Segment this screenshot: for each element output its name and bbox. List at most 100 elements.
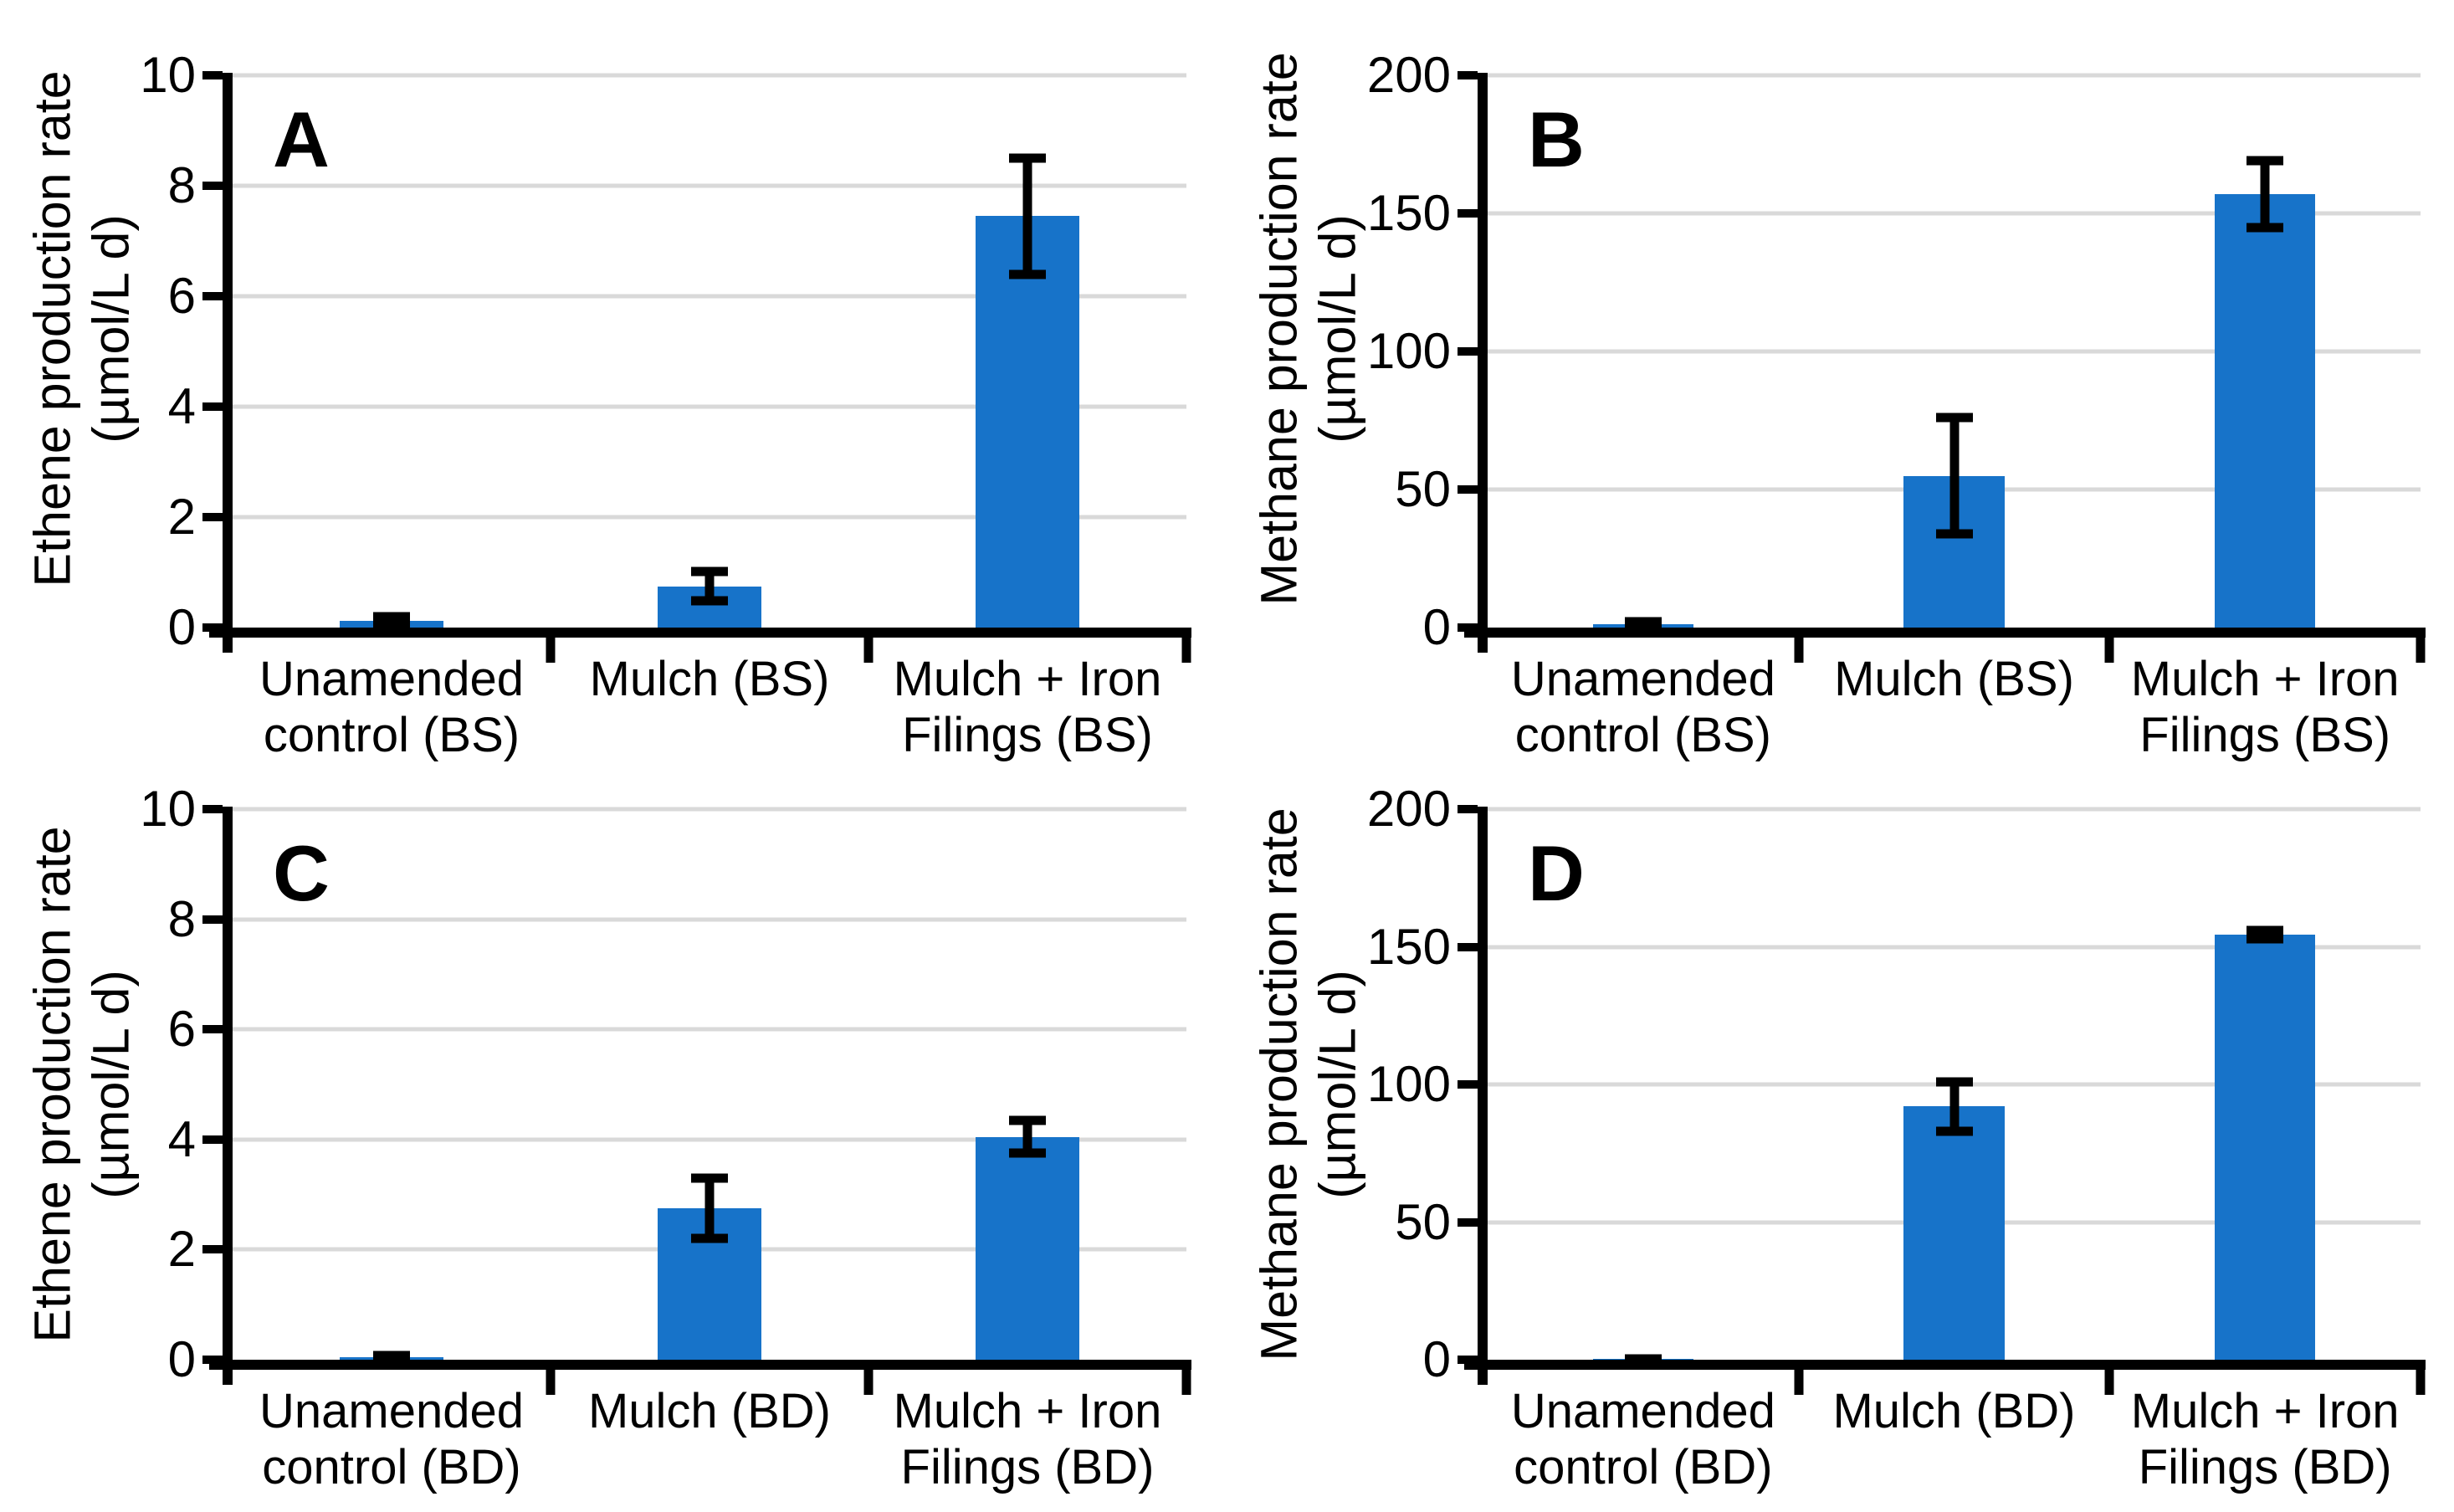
y-tick-mark bbox=[202, 915, 223, 924]
category-label: Mulch (BS) bbox=[1749, 651, 2159, 707]
error-bar-cap-bottom bbox=[1935, 1126, 1973, 1136]
category-label-line: Filings (BD) bbox=[2138, 1440, 2392, 1494]
y-tick-label: 0 bbox=[167, 1331, 196, 1387]
x-axis-line bbox=[209, 1360, 1191, 1370]
error-bar-cap-bottom bbox=[691, 596, 728, 606]
y-tick-mark bbox=[1458, 485, 1478, 494]
y-tick-label: 50 bbox=[1395, 1193, 1451, 1250]
category-label-line: Filings (BS) bbox=[902, 708, 1153, 762]
y-tick-label: 6 bbox=[167, 1001, 196, 1058]
y-tick-label: 10 bbox=[140, 781, 196, 837]
error-bar-cap-bottom bbox=[1009, 1148, 1046, 1158]
error-bar-cap-top bbox=[1009, 1115, 1046, 1125]
gridline-y-150 bbox=[1488, 211, 2421, 216]
gridline-y-2 bbox=[233, 515, 1186, 520]
panel-letter: A bbox=[273, 95, 330, 183]
y-tick-mark bbox=[202, 71, 223, 79]
y-tick-label: 100 bbox=[1366, 323, 1451, 379]
category-label-line: Mulch + Iron bbox=[893, 1384, 1162, 1438]
y-tick-label: 150 bbox=[1366, 185, 1451, 241]
y-tick-mark bbox=[1458, 347, 1478, 356]
bar-mulch-iron bbox=[2214, 193, 2316, 628]
y-tick-mark bbox=[202, 182, 223, 190]
x-tick-mark bbox=[2416, 1370, 2426, 1395]
error-bar-cap-bottom bbox=[2247, 223, 2284, 232]
y-tick-label: 2 bbox=[167, 489, 196, 545]
y-tick-label: 0 bbox=[1422, 1331, 1451, 1387]
error-bar-cap-top bbox=[1009, 153, 1046, 163]
category-label-line: Mulch + Iron bbox=[2130, 652, 2400, 706]
category-label-line: control (BS) bbox=[1514, 708, 1771, 762]
category-label-line: Filings (BS) bbox=[2139, 708, 2391, 762]
category-label-line: Mulch + Iron bbox=[2130, 1384, 2400, 1438]
x-tick-mark bbox=[546, 1370, 556, 1395]
x-tick-mark bbox=[1181, 1370, 1191, 1395]
panel-a-ethene-bs: Ethene production rate (µmol/L d) A 0 2 4 6… bbox=[0, 0, 1227, 762]
gridline-y-8 bbox=[233, 183, 1186, 188]
x-tick-mark bbox=[2104, 1370, 2114, 1395]
error-bar bbox=[704, 1177, 715, 1239]
category-label-line: Mulch + Iron bbox=[893, 652, 1162, 706]
y-axis-title: Ethene production rate (µmol/L d) bbox=[7, 771, 157, 1398]
y-tick-label: 200 bbox=[1366, 781, 1451, 837]
gridline-y-4 bbox=[233, 404, 1186, 409]
error-bar-cap-top bbox=[373, 612, 410, 622]
y-axis-title-line1: Methane production rate bbox=[1251, 52, 1309, 606]
category-label-line: Unamended bbox=[259, 652, 524, 706]
category-label: Unamended control (BS) bbox=[1438, 651, 1849, 763]
bar-mulch-bd- bbox=[1903, 1106, 2005, 1360]
gridline-y-10 bbox=[233, 73, 1186, 78]
error-bar-cap-bottom bbox=[373, 620, 410, 630]
error-bar-cap-top bbox=[1624, 617, 1662, 627]
x-tick-mark bbox=[2104, 638, 2114, 663]
category-label-line: Unamended bbox=[259, 1384, 524, 1438]
y-tick-mark bbox=[202, 805, 223, 813]
category-label: Unamended control (BD) bbox=[1438, 1383, 1849, 1495]
x-tick-mark bbox=[863, 638, 874, 663]
y-tick-label: 6 bbox=[167, 268, 196, 324]
category-label-line: Mulch (BS) bbox=[1834, 652, 2074, 706]
y-tick-mark bbox=[1458, 71, 1478, 79]
y-axis-line bbox=[223, 73, 233, 653]
gridline-y-8 bbox=[233, 917, 1186, 922]
y-tick-mark bbox=[1458, 1080, 1478, 1089]
panel-c-ethene-bd: Ethene production rate (µmol/L d) C 0 2 4 6… bbox=[0, 756, 1227, 1512]
y-tick-label: 4 bbox=[167, 378, 196, 434]
y-tick-label: 4 bbox=[167, 1110, 196, 1167]
y-tick-label: 8 bbox=[167, 890, 196, 947]
bar-mulch-iron bbox=[976, 216, 1079, 628]
error-bar-cap-top bbox=[1935, 1077, 1973, 1087]
bar-mulch-iron bbox=[2214, 934, 2316, 1360]
gridline-y-200 bbox=[1488, 807, 2421, 812]
panel-letter: B bbox=[1528, 95, 1585, 183]
plot-area: C 0 2 4 6 8 10 Unamended control (BD) Mulch (BD)… bbox=[140, 784, 1191, 1494]
x-axis-line bbox=[1464, 628, 2426, 638]
x-axis-line bbox=[1464, 1360, 2426, 1370]
error-bar bbox=[1022, 1120, 1032, 1154]
category-label-line: Unamended bbox=[1510, 1384, 1775, 1438]
y-axis-title: Ethene production rate (µmol/L d) bbox=[7, 15, 157, 643]
category-label: Mulch + Iron Filings (BD) bbox=[2060, 1383, 2454, 1495]
y-axis-line bbox=[1478, 807, 1488, 1385]
gridline-y-100 bbox=[1488, 349, 2421, 354]
gridline-y-4 bbox=[233, 1137, 1186, 1142]
category-label-line: Mulch (BD) bbox=[1832, 1384, 2076, 1438]
gridline-y-10 bbox=[233, 807, 1186, 812]
error-bar-cap-top bbox=[691, 566, 728, 577]
y-tick-mark bbox=[1458, 209, 1478, 218]
error-bar-cap-top bbox=[2247, 156, 2284, 166]
plot-area: D 0 50 100 150 200 Unamended control (BD) Mulch… bbox=[1367, 784, 2426, 1494]
y-tick-label: 150 bbox=[1366, 918, 1451, 975]
y-tick-mark bbox=[1458, 942, 1478, 951]
plot-area: A 0 2 4 6 8 10 Unamended control (BS) Mulch (BS)… bbox=[140, 50, 1191, 762]
x-tick-mark bbox=[1794, 1370, 1804, 1395]
y-tick-label: 2 bbox=[167, 1221, 196, 1278]
error-bar bbox=[1022, 158, 1032, 274]
y-tick-label: 200 bbox=[1366, 47, 1451, 103]
gridline-y-200 bbox=[1488, 73, 2421, 78]
category-label: Mulch + Iron Filings (BS) bbox=[817, 651, 1237, 763]
error-bar-cap-top bbox=[1935, 413, 1973, 423]
error-bar bbox=[2260, 161, 2270, 228]
error-bar bbox=[1949, 1081, 1959, 1131]
x-tick-mark bbox=[1181, 638, 1191, 663]
